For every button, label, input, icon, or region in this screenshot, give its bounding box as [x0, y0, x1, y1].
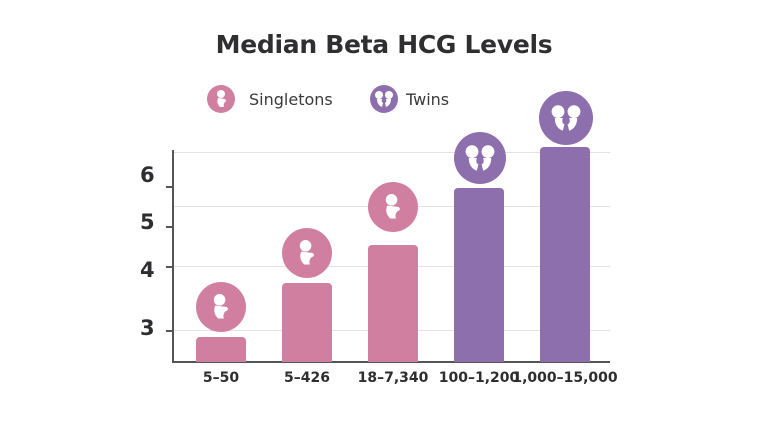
single-fetus-icon [207, 85, 235, 113]
y-tick [166, 330, 172, 332]
x-tick-label: 1,000–15,000 [512, 370, 618, 386]
y-tick [166, 266, 172, 268]
twin-fetus-icon [454, 132, 506, 184]
x-tick-label: 100–1,200 [438, 370, 520, 386]
y-tick [166, 226, 172, 228]
y-tick-label: 4 [140, 258, 155, 282]
y-tick [166, 186, 172, 188]
twin-fetus-icon [539, 91, 593, 145]
bar-singletons-5-426 [282, 283, 332, 362]
twin-fetus-icon [370, 85, 398, 113]
legend-label: Singletons [249, 89, 333, 109]
single-fetus-icon [196, 282, 246, 332]
x-tick-label: 5–50 [202, 370, 240, 386]
single-fetus-icon [282, 228, 332, 278]
chart-title: Median Beta HCG Levels [215, 30, 553, 59]
x-tick-label: 5–426 [284, 370, 330, 386]
y-tick-label: 3 [140, 316, 155, 340]
y-tick-label: 6 [140, 163, 155, 187]
single-fetus-icon [368, 182, 418, 232]
legend-item-twins: Twins [370, 84, 449, 114]
bar-twins-100-1200 [454, 188, 504, 362]
bar-singletons-5-50 [196, 337, 246, 362]
x-axis [172, 361, 610, 363]
bar-twins-1000-15000 [540, 147, 590, 362]
y-axis [172, 150, 174, 363]
x-tick-label: 18–7,340 [357, 370, 429, 386]
y-tick-label: 5 [140, 210, 155, 234]
legend-label: Twins [406, 89, 450, 109]
bar-singletons-18-7340 [368, 245, 418, 362]
legend-item-singletons: Singletons [207, 84, 333, 114]
gridline [174, 152, 610, 153]
